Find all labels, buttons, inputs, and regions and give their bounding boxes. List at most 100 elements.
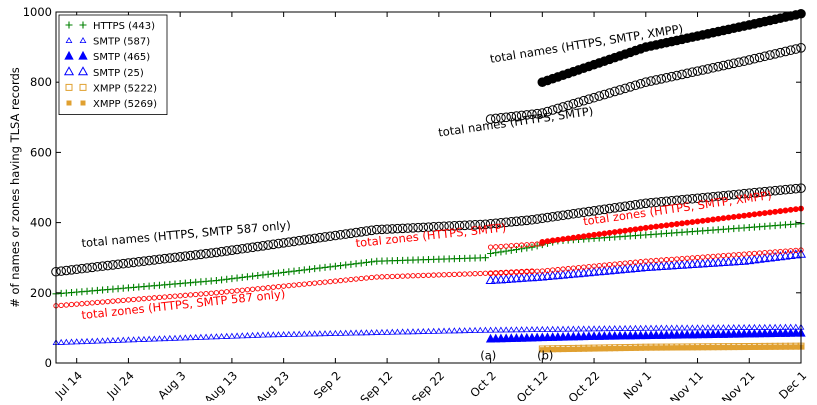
- data-point: [658, 222, 665, 229]
- data-point: [394, 328, 401, 335]
- data-point: [154, 254, 165, 265]
- data-point: [317, 279, 323, 286]
- data-point: [744, 255, 755, 265]
- y-tick-label: 400: [30, 216, 52, 230]
- data-point: [542, 106, 553, 117]
- data-point: [651, 75, 661, 85]
- data-point: [694, 324, 701, 331]
- series-7: [53, 268, 535, 309]
- data-point: [642, 324, 650, 331]
- data-point: [544, 238, 551, 245]
- data-point: [692, 258, 703, 268]
- data-point: [237, 243, 248, 254]
- data-point: [378, 328, 386, 335]
- data-point: [700, 254, 706, 260]
- data-point: [635, 199, 646, 209]
- data-point: [218, 332, 225, 340]
- series-5: [539, 344, 804, 353]
- data-point: [198, 291, 204, 297]
- data-point: [767, 209, 773, 216]
- data-point: [105, 298, 111, 305]
- data-point: [666, 260, 677, 270]
- data-point: [203, 290, 209, 297]
- data-point: [239, 287, 245, 293]
- data-point: [611, 229, 618, 236]
- data-point: [470, 220, 480, 230]
- data-point: [507, 326, 515, 333]
- data-point: [493, 270, 499, 276]
- data-point: [767, 249, 773, 255]
- data-point: [244, 287, 251, 293]
- data-point: [777, 344, 783, 350]
- data-point: [772, 344, 778, 350]
- data-point: [66, 265, 77, 275]
- data-point: [74, 301, 80, 307]
- legend-marker: [79, 21, 87, 29]
- data-point: [387, 224, 398, 234]
- data-point: [704, 324, 712, 331]
- data-point: [82, 263, 92, 273]
- y-axis-label: # of names or zones having TLSA records: [8, 67, 22, 308]
- data-point: [92, 261, 103, 272]
- data-point: [89, 300, 95, 306]
- data-point: [526, 272, 538, 282]
- data-point: [389, 273, 395, 280]
- data-point: [428, 222, 439, 232]
- data-point: [212, 277, 220, 285]
- legend-label: SMTP (587): [93, 37, 150, 48]
- data-point: [363, 275, 370, 281]
- data-point: [498, 270, 504, 276]
- data-point: [87, 262, 98, 273]
- data-point: [513, 242, 520, 249]
- data-point: [190, 250, 201, 260]
- data-point: [793, 247, 799, 254]
- legend-marker: [64, 50, 74, 60]
- legend-marker: [66, 100, 72, 106]
- data-point: [604, 265, 615, 275]
- data-point: [193, 291, 199, 298]
- data-point: [99, 337, 106, 344]
- data-point: [286, 283, 292, 289]
- data-point: [274, 269, 282, 277]
- data-point: [337, 262, 345, 270]
- data-point: [646, 76, 656, 86]
- data-point: [601, 230, 608, 237]
- data-point: [585, 325, 593, 332]
- data-point: [563, 269, 574, 279]
- annotation-layer: total names (HTTPS, SMTP, XMPP)total nam…: [81, 21, 773, 362]
- data-point: [782, 207, 789, 214]
- data-point: [594, 266, 605, 276]
- data-point: [585, 232, 592, 239]
- data-point: [224, 289, 230, 295]
- data-point: [110, 298, 116, 304]
- data-point: [410, 273, 416, 279]
- data-point: [782, 344, 788, 350]
- data-point: [170, 252, 180, 263]
- data-point: [694, 254, 701, 261]
- data-point: [216, 246, 227, 257]
- data-point: [591, 231, 598, 238]
- data-point: [656, 74, 667, 84]
- data-point: [58, 302, 64, 309]
- data-point: [547, 211, 558, 222]
- x-tick-label: Aug 13: [202, 368, 241, 401]
- data-point: [430, 327, 438, 334]
- data-point: [687, 67, 698, 78]
- data-point: [496, 218, 506, 228]
- x-tick-label: Sep 22: [409, 368, 447, 401]
- data-point: [761, 210, 768, 217]
- data-point: [576, 346, 582, 352]
- data-point: [661, 260, 672, 270]
- data-point: [725, 252, 732, 258]
- data-point: [399, 328, 407, 335]
- data-point: [682, 259, 693, 269]
- data-point: [573, 268, 584, 278]
- data-point: [616, 228, 623, 235]
- data-point: [596, 262, 602, 269]
- data-point: [601, 325, 608, 332]
- data-point: [751, 211, 758, 218]
- data-point: [759, 51, 770, 62]
- data-point: [221, 246, 232, 256]
- data-point: [609, 86, 620, 97]
